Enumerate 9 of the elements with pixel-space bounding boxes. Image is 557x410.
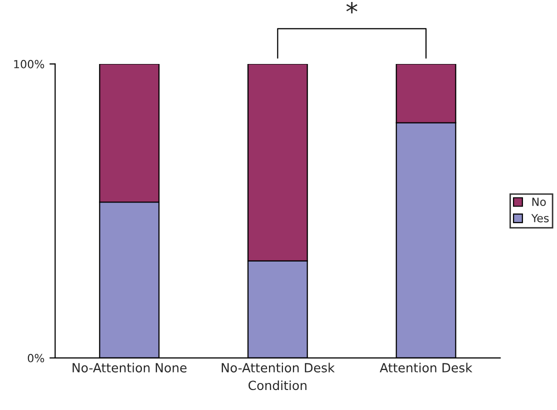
x-axis-title: Condition — [248, 380, 306, 390]
text: * — [346, 2, 358, 14]
legend-label: No — [532, 198, 546, 206]
y-tick-label: 100% — [14, 60, 44, 68]
x-tick-label: No-Attention None — [72, 362, 187, 372]
y-tick-label: 0% — [28, 354, 44, 362]
x-tick-label: Attention Desk — [380, 362, 472, 372]
x-tick-label: No-Attention Desk — [222, 362, 335, 372]
legend-label: Yes — [531, 214, 549, 222]
